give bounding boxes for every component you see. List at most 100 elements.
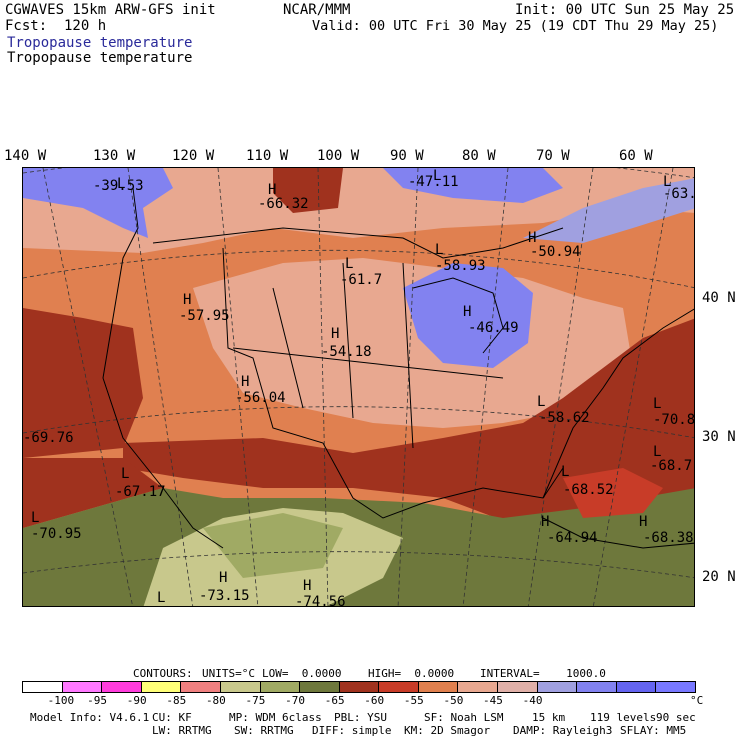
model-info-sflay: SFLAY: MM5 xyxy=(620,724,686,737)
low-pressure-label: L xyxy=(537,394,545,410)
map-value: -63. xyxy=(663,186,695,202)
colorbar-swatch xyxy=(457,681,498,693)
map-value: -58.62 xyxy=(539,410,590,426)
low-pressure-label: L xyxy=(345,256,353,272)
model-info-sf: SF: Noah LSM xyxy=(424,711,503,724)
low-pressure-label: L xyxy=(31,510,39,526)
lon-label: 120 W xyxy=(172,148,214,164)
lat-label: 20 N xyxy=(702,569,736,585)
colorbar-tick-label: -70 xyxy=(285,694,305,707)
colorbar-swatch xyxy=(180,681,221,693)
model-info-damp: DAMP: Rayleigh3 xyxy=(513,724,612,737)
colorbar-swatch xyxy=(220,681,261,693)
model-info-lw: LW: RRTMG xyxy=(152,724,212,737)
interval-label: INTERVAL= 1000.0 xyxy=(480,667,606,680)
map-value: -67.17 xyxy=(115,484,166,500)
map-value: -70.8 xyxy=(653,412,695,428)
model-info-cu: CU: KF xyxy=(152,711,192,724)
colorbar-swatch xyxy=(299,681,340,693)
high-pressure-label: H xyxy=(541,514,549,530)
colorbar-swatch xyxy=(497,681,538,693)
low-pressure-label: L xyxy=(435,242,443,258)
colorbar-swatch xyxy=(62,681,103,693)
colorbar-swatch xyxy=(339,681,380,693)
map-value: -61.7 xyxy=(340,272,382,288)
colorbar-tick-label: -80 xyxy=(206,694,226,707)
map-value: -50.94 xyxy=(530,244,581,260)
high-pressure-label: H xyxy=(331,326,339,342)
high-pressure-label: H xyxy=(219,570,227,586)
map-value: -69.76 xyxy=(23,430,74,446)
lon-label: 110 W xyxy=(246,148,288,164)
colorbar-tick-label: -65 xyxy=(325,694,345,707)
low-pressure-label: L xyxy=(121,466,129,482)
map-value: -46.49 xyxy=(468,320,519,336)
map-value: -57.95 xyxy=(179,308,230,324)
colorbar-tick-label: -40 xyxy=(523,694,543,707)
colorbar-swatch xyxy=(537,681,578,693)
lon-label: 60 W xyxy=(619,148,653,164)
lon-label: 130 W xyxy=(93,148,135,164)
colorbar-tick-label: -75 xyxy=(246,694,266,707)
colorbar-swatch xyxy=(101,681,142,693)
lat-label: 30 N xyxy=(702,429,736,445)
units-label: UNITS=°C xyxy=(202,667,255,680)
colorbar-tick-label: -90 xyxy=(127,694,147,707)
colorbar-tick-label: -50 xyxy=(443,694,463,707)
lat-label: 40 N xyxy=(702,290,736,306)
map-value: -68.38 xyxy=(643,530,694,546)
high-pressure-label: H xyxy=(303,578,311,594)
colorbar-tick-label: -60 xyxy=(364,694,384,707)
colorbar-tick-label: -95 xyxy=(87,694,107,707)
map-value: -73.15 xyxy=(199,588,250,604)
map-value: -39.53 xyxy=(93,178,144,194)
low-pressure-label: L xyxy=(653,396,661,412)
map-value: -58.93 xyxy=(435,258,486,274)
high-pressure-label: H xyxy=(241,374,249,390)
map-value: -74.56 xyxy=(295,594,346,607)
colorbar-swatch xyxy=(378,681,419,693)
map-value: -70.95 xyxy=(31,526,82,542)
map-value: -64.94 xyxy=(547,530,598,546)
map-value: -47.11 xyxy=(408,174,459,190)
model-info-pbl: PBL: YSU xyxy=(334,711,387,724)
valid-time: Valid: 00 UTC Fri 30 May 25 (19 CDT Thu … xyxy=(312,18,718,34)
high-pressure-label: H xyxy=(183,292,191,308)
model-info-sw: SW: RRTMG xyxy=(234,724,294,737)
model-info-diff: DIFF: simple xyxy=(312,724,391,737)
weather-map: L -39.53 H -66.32 L -47.11 L -63. H -50.… xyxy=(22,167,695,607)
map-value: -56.04 xyxy=(235,390,286,406)
lon-label: 90 W xyxy=(390,148,424,164)
low-pressure-label: L xyxy=(561,464,569,480)
lon-label: 140 W xyxy=(4,148,46,164)
colorbar-unit: °C xyxy=(690,694,703,707)
high-label: HIGH= 0.0000 xyxy=(368,667,454,680)
high-pressure-label: H xyxy=(463,304,471,320)
low-label: LOW= 0.0000 xyxy=(262,667,341,680)
contours-label: CONTOURS: xyxy=(133,667,193,680)
colorbar-tick-label: -85 xyxy=(166,694,186,707)
model-info-version: Model Info: V4.6.1 xyxy=(30,711,149,724)
colorbar-swatch xyxy=(22,681,63,693)
colorbar-swatch xyxy=(141,681,182,693)
model-info-step: 90 sec xyxy=(656,711,696,724)
model-info-mp: MP: WDM 6class xyxy=(229,711,322,724)
map-value: -54.18 xyxy=(321,344,372,360)
colorbar-swatch xyxy=(260,681,301,693)
map-value: -68.52 xyxy=(563,482,614,498)
high-pressure-label: H xyxy=(639,514,647,530)
org-label: NCAR/MMM xyxy=(283,2,350,18)
colorbar-tick-label: -45 xyxy=(483,694,503,707)
colorbar-swatch xyxy=(655,681,696,693)
map-value: -66.32 xyxy=(258,196,309,212)
model-title: CGWAVES 15km ARW-GFS init xyxy=(5,2,216,18)
model-info-levels: 119 levels xyxy=(590,711,656,724)
colorbar-swatch xyxy=(576,681,617,693)
lon-label: 70 W xyxy=(536,148,570,164)
colorbar-swatch xyxy=(616,681,657,693)
field-title: Tropopause temperature xyxy=(7,50,192,66)
forecast-hour: Fcst: 120 h xyxy=(5,18,106,34)
init-time: Init: 00 UTC Sun 25 May 25 xyxy=(515,2,734,18)
low-pressure-label: L xyxy=(157,590,165,606)
lon-label: 80 W xyxy=(462,148,496,164)
